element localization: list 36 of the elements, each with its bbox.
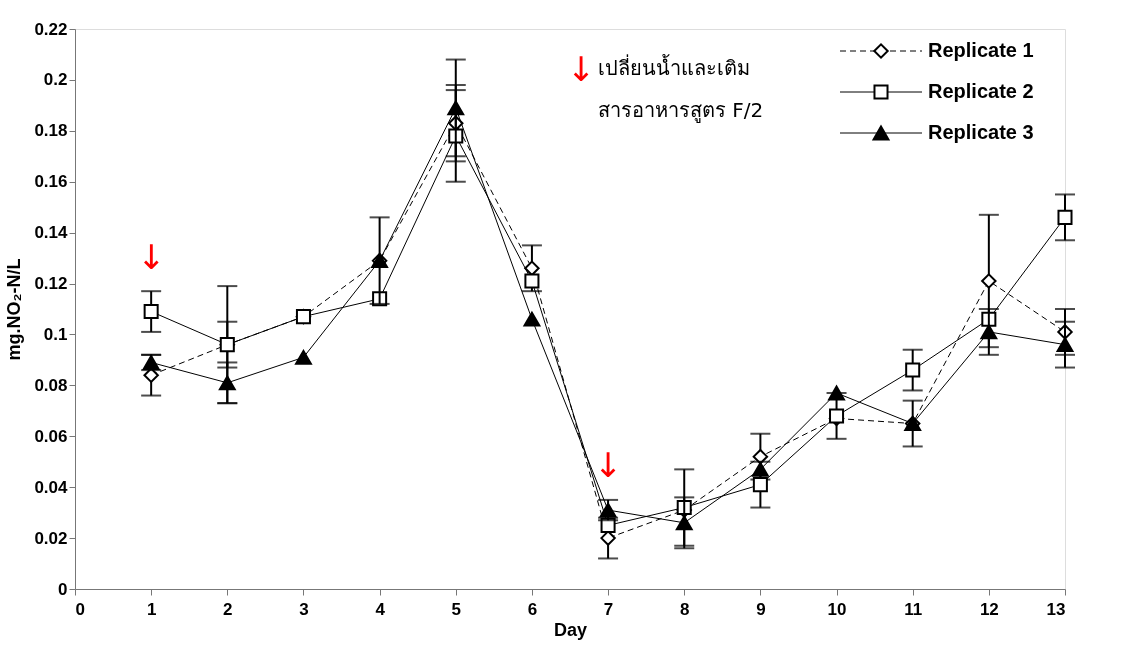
x-tick-label: 4 [375, 599, 386, 619]
y-tick-label: 0.04 [34, 477, 69, 497]
x-tick-label: 13 [1046, 599, 1066, 619]
annotation: ↓ [566, 49, 596, 89]
x-tick-label: 3 [299, 599, 309, 619]
x-tick-label: 6 [527, 599, 538, 619]
x-tick-label: 0 [75, 599, 85, 619]
y-tick-label: 0.14 [34, 223, 69, 243]
y-tick-label: 0.12 [34, 274, 68, 294]
y-tick-label: 0.02 [34, 528, 68, 548]
annotation: ↓ [593, 445, 623, 485]
x-tick-label: 5 [451, 599, 461, 619]
legend-label: Replicate 3 [928, 121, 1034, 143]
x-tick-label: 2 [223, 599, 233, 619]
x-tick-label: 8 [680, 599, 690, 619]
annotation: เปลี่ยนน้ำและเติม [598, 54, 750, 80]
y-tick-label: 0.16 [34, 172, 68, 192]
y-tick-label: 0.1 [43, 324, 68, 344]
x-tick-label: 9 [756, 599, 766, 619]
x-tick-label: 1 [146, 599, 157, 619]
x-tick-label: 7 [603, 599, 614, 619]
y-tick-label: 0.2 [43, 70, 68, 90]
y-tick-label: 0.18 [34, 121, 68, 141]
y-tick-label: 0 [58, 579, 68, 599]
x-axis-title: Day [553, 619, 588, 640]
legend-label: Replicate 2 [928, 80, 1034, 102]
y-axis-title: mg.NO₂-N/L [4, 258, 25, 361]
y-tick-label: 0.06 [34, 426, 68, 446]
legend-label: Replicate 1 [928, 39, 1034, 61]
x-tick-label: 10 [827, 599, 847, 619]
x-tick-label: 11 [904, 599, 923, 619]
x-tick-label: 12 [979, 599, 999, 619]
annotation: ↓ [136, 237, 166, 277]
annotation: สารอาหารสูตร F/2 [598, 98, 764, 123]
y-tick-label: 0.08 [34, 375, 68, 395]
y-tick-label: 0.22 [34, 19, 68, 39]
